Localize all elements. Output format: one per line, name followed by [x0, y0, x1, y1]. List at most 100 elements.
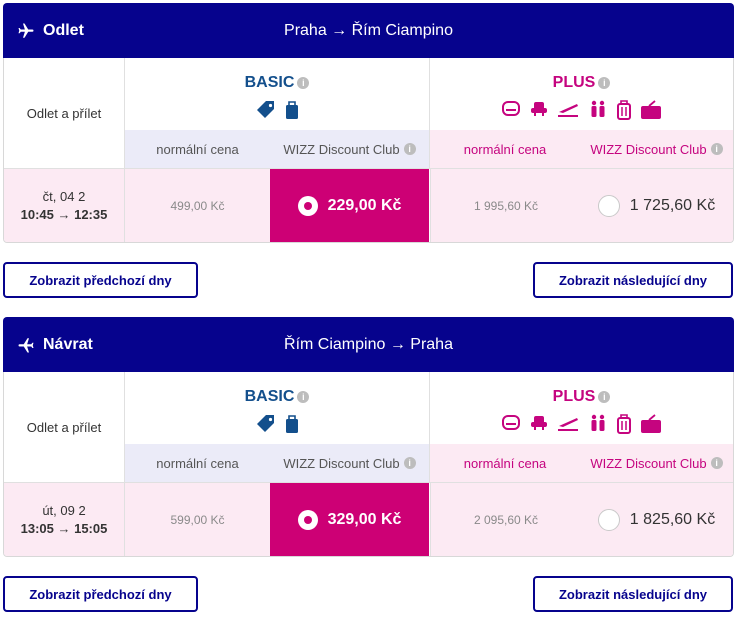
plane-icon	[18, 337, 34, 352]
plus-fare-header: PLUS i	[430, 372, 733, 444]
plus-normal-header: normální cena	[463, 141, 547, 157]
basic-wdc-header-wrap: WIZZ Discount Club i	[270, 130, 429, 168]
checked-bag-icon	[641, 414, 661, 433]
plus-wdc-header: WIZZ Discount Club	[590, 455, 707, 471]
seat-icon	[502, 101, 520, 116]
plus-title-wrap: PLUS i	[430, 74, 733, 92]
info-icon[interactable]: i	[598, 77, 611, 89]
basic-subheader: normální cena WIZZ Discount Club i	[125, 130, 430, 168]
plus-wdc-header: WIZZ Discount Club	[590, 141, 707, 157]
basic-wdc-price-option[interactable]: 329,00 Kč	[270, 483, 429, 556]
info-icon[interactable]: i	[403, 143, 416, 155]
return-direction-label: Návrat	[43, 335, 93, 353]
bag-icon	[285, 415, 298, 433]
basic-title: BASIC	[244, 388, 295, 405]
radio-icon[interactable]	[597, 509, 620, 531]
basic-normal-price[interactable]: 499,00 Kč	[125, 169, 270, 242]
prev-days-button[interactable]: Zobrazit předchozí dny	[3, 262, 198, 298]
flight-date: út, 09 2	[42, 503, 86, 518]
plus-wdc-price: 1 825,60 Kč	[629, 511, 716, 528]
flight-row: út, 09 2 13:05 → 15:05 599,00 Kč 329,00 …	[4, 482, 733, 556]
basic-fare-header: BASIC i	[125, 372, 430, 444]
return-route: Řím Ciampino → Praha	[284, 335, 453, 353]
info-icon[interactable]: i	[403, 457, 416, 469]
takeoff-icon	[558, 418, 578, 431]
basic-normal-price[interactable]: 599,00 Kč	[125, 483, 270, 556]
plus-title-wrap: PLUS i	[430, 388, 733, 406]
tag-icon	[256, 101, 274, 118]
basic-icons	[125, 414, 429, 434]
basic-wdc-header: WIZZ Discount Club	[283, 141, 400, 157]
plus-wdc-price-option[interactable]: 1 825,60 Kč	[580, 483, 733, 556]
family-icon	[591, 100, 605, 117]
basic-fare-header: BASIC i	[125, 58, 430, 130]
plus-fare-header: PLUS i	[430, 58, 733, 130]
selected-radio-icon[interactable]	[297, 510, 318, 530]
selected-radio-icon[interactable]	[297, 196, 318, 216]
outbound-route-wrap: Praha → Řím Ciampino	[3, 3, 734, 58]
info-icon[interactable]: i	[710, 457, 723, 469]
outbound-fare-table: Odlet a přílet BASIC i PLUS i normální cen…	[3, 58, 734, 243]
return-direction: Návrat	[17, 317, 93, 372]
return-header: Návrat Řím Ciampino → Praha	[3, 317, 734, 372]
radio-icon[interactable]	[597, 195, 620, 217]
basic-title-wrap: BASIC i	[125, 74, 429, 92]
plus-title: PLUS	[552, 388, 596, 405]
plus-icons	[430, 100, 733, 120]
basic-normal-header: normální cena	[156, 455, 239, 471]
return-fare-table: Odlet a přílet BASIC i PLUS i normální cen…	[3, 372, 734, 557]
flight-row: čt, 04 2 10:45 → 12:35 499,00 Kč 229,00 …	[4, 168, 733, 242]
plus-icons	[430, 414, 733, 434]
flight-date: čt, 04 2	[42, 189, 86, 204]
bag-icon	[285, 101, 298, 119]
basic-wdc-header: WIZZ Discount Club	[283, 455, 400, 471]
tag-icon	[256, 415, 274, 432]
flight-datetime: čt, 04 2 10:45 → 12:35	[4, 169, 125, 242]
outbound-section: Odlet Praha → Řím Ciampino Odlet a příle…	[3, 3, 734, 243]
outbound-direction-label: Odlet	[43, 21, 84, 39]
info-icon[interactable]: i	[710, 143, 723, 155]
return-times-label: Odlet a přílet	[4, 372, 125, 482]
outbound-header: Odlet Praha → Řím Ciampino	[3, 3, 734, 58]
basic-title: BASIC	[244, 74, 295, 91]
prev-days-button[interactable]: Zobrazit předchozí dny	[3, 576, 198, 612]
plus-normal-price[interactable]: 2 095,60 Kč	[430, 483, 581, 556]
outbound-direction: Odlet	[17, 3, 84, 58]
next-days-button[interactable]: Zobrazit následující dny	[533, 576, 733, 612]
basic-wdc-header-wrap: WIZZ Discount Club i	[270, 444, 429, 482]
info-icon[interactable]: i	[297, 391, 310, 403]
takeoff-icon	[558, 104, 578, 117]
plus-wdc-header-wrap: WIZZ Discount Club i	[580, 444, 733, 482]
outbound-route: Praha → Řím Ciampino	[284, 21, 453, 39]
flight-datetime: út, 09 2 13:05 → 15:05	[4, 483, 125, 556]
family-icon	[591, 414, 605, 431]
seat-icon	[502, 415, 520, 430]
flight-time: 10:45 → 12:35	[20, 207, 108, 222]
basic-subheader: normální cena WIZZ Discount Club i	[125, 444, 430, 482]
return-section: Návrat Řím Ciampino → Praha Odlet a příl…	[3, 317, 734, 557]
flight-time: 13:05 → 15:05	[20, 521, 108, 536]
plus-title: PLUS	[552, 74, 596, 91]
basic-wdc-price: 229,00 Kč	[327, 197, 402, 214]
basic-wdc-price-option[interactable]: 229,00 Kč	[270, 169, 429, 242]
basic-wdc-price: 329,00 Kč	[327, 511, 402, 528]
info-icon[interactable]: i	[297, 77, 310, 89]
plus-wdc-price: 1 725,60 Kč	[629, 197, 716, 214]
trolley-icon	[617, 100, 631, 120]
next-days-button[interactable]: Zobrazit následující dny	[533, 262, 733, 298]
basic-title-wrap: BASIC i	[125, 388, 429, 406]
plus-wdc-header-wrap: WIZZ Discount Club i	[580, 130, 733, 168]
priority-seat-icon	[531, 102, 547, 116]
plus-subheader: normální cena WIZZ Discount Club i	[430, 130, 733, 168]
info-icon[interactable]: i	[598, 391, 611, 403]
plane-icon	[18, 23, 34, 38]
plus-wdc-price-option[interactable]: 1 725,60 Kč	[580, 169, 733, 242]
basic-normal-header: normální cena	[156, 141, 239, 157]
priority-seat-icon	[531, 416, 547, 430]
plus-subheader: normální cena WIZZ Discount Club i	[430, 444, 733, 482]
outbound-times-label: Odlet a přílet	[4, 58, 125, 168]
plus-normal-header: normální cena	[463, 455, 547, 471]
plus-normal-price[interactable]: 1 995,60 Kč	[430, 169, 581, 242]
return-route-wrap: Řím Ciampino → Praha	[3, 317, 734, 372]
checked-bag-icon	[641, 100, 661, 119]
